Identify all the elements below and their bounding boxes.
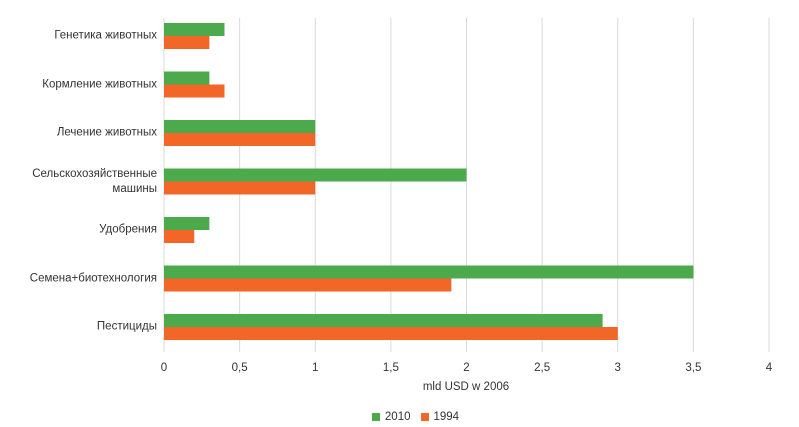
bar-1994 [164,133,316,146]
bar-2010 [164,314,603,327]
x-tick-label: 0,5 [231,362,248,374]
legend-item-2010: 2010 [371,411,411,423]
category-label: Семена+биотехнология [29,272,157,284]
x-tick-label: 0 [160,362,168,374]
x-tick-label: 1 [312,362,319,374]
x-axis-label: mld USD w 2006 [422,381,510,393]
legend-swatch [371,413,380,421]
bar-1994 [164,327,618,340]
bar-2010 [164,120,316,133]
category-label: Пестициды [96,320,157,333]
bar-1994 [164,278,452,292]
bar-1994 [164,84,225,98]
legend-item-1994: 1994 [420,411,460,423]
x-tick-label: 3,5 [685,362,702,374]
bar-1994 [164,181,316,195]
bar-2010 [164,265,694,279]
legend: 2010 1994 [0,411,799,423]
legend-swatch [420,413,429,421]
category-label: Кормление животных [42,78,157,90]
bar-2010 [164,168,467,182]
x-tick-label: 3 [614,362,621,374]
bar-2010 [164,71,210,85]
bar-1994 [164,36,210,49]
legend-label: 1994 [433,411,460,423]
category-label: Генетика животных [54,29,157,42]
bar-1994 [164,230,195,243]
x-tick-label: 4 [765,362,773,374]
category-label: Лечение животных [56,126,157,139]
bar-2010 [164,23,225,36]
x-tick-label: 2 [463,362,470,374]
x-tick-label: 2,5 [534,362,551,374]
x-tick-label: 1,5 [382,362,399,374]
category-label: Удобрения [99,223,157,236]
category-label: Сельскохозяйственные машины [32,167,157,195]
bar-2010 [164,217,210,230]
legend-label: 2010 [384,411,411,423]
